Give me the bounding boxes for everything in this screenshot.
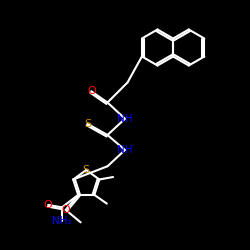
Text: S: S	[83, 165, 90, 175]
Text: NH: NH	[117, 114, 133, 124]
Text: NH: NH	[117, 145, 133, 155]
Text: S: S	[84, 119, 91, 129]
Text: O: O	[61, 205, 70, 215]
Text: O: O	[87, 86, 96, 96]
Text: O: O	[44, 200, 52, 210]
Text: NH₂: NH₂	[52, 216, 72, 226]
